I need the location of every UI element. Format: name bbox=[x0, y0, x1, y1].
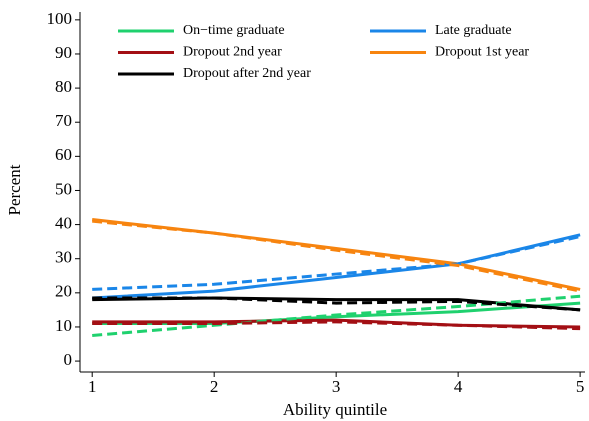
x-axis-label: Ability quintile bbox=[283, 400, 387, 419]
y-tick-label: 40 bbox=[55, 213, 72, 232]
x-tick-label: 4 bbox=[454, 377, 463, 396]
line bbox=[92, 233, 581, 300]
fitted-line bbox=[92, 219, 581, 293]
y-tick-label: 80 bbox=[55, 77, 72, 96]
y-tick-label: 70 bbox=[55, 111, 72, 130]
x-tick-label: 5 bbox=[576, 377, 585, 396]
x-tick-label: 3 bbox=[332, 377, 341, 396]
legend-label: Late graduate bbox=[435, 23, 512, 38]
fitted-line bbox=[92, 320, 581, 331]
y-tick-label: 30 bbox=[55, 248, 72, 267]
legend-label: Dropout after 2nd year bbox=[183, 66, 311, 81]
legend-label: On−time graduate bbox=[183, 23, 285, 38]
y-tick-label: 20 bbox=[55, 282, 72, 301]
x-tick-label: 2 bbox=[210, 377, 219, 396]
y-tick-label: 0 bbox=[64, 350, 73, 369]
y-tick-label: 10 bbox=[55, 316, 72, 335]
fitted-line bbox=[92, 235, 581, 291]
y-tick-label: 50 bbox=[55, 179, 72, 198]
fitted-line bbox=[92, 296, 581, 312]
x-tick-label: 1 bbox=[88, 377, 97, 396]
y-tick-label: 60 bbox=[55, 145, 72, 164]
y-tick-label: 100 bbox=[47, 9, 73, 28]
y-axis-label: Percent bbox=[5, 164, 24, 215]
legend-label: Dropout 2nd year bbox=[183, 45, 282, 60]
legend-label: Dropout 1st year bbox=[435, 45, 529, 60]
y-tick-label: 90 bbox=[55, 43, 72, 62]
